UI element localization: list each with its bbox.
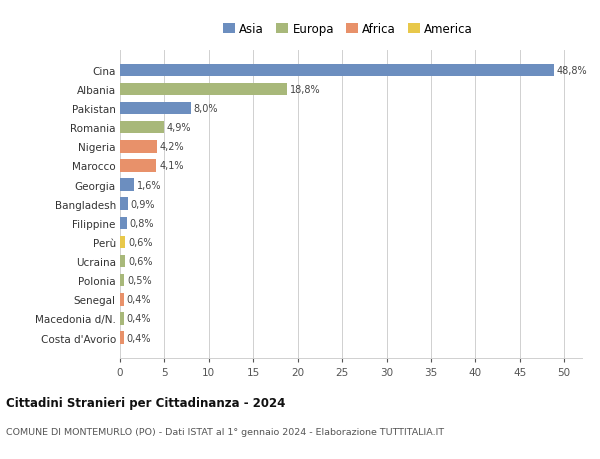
Bar [120, 122, 164, 134]
Legend: Asia, Europa, Africa, America: Asia, Europa, Africa, America [220, 20, 476, 39]
Text: 0,6%: 0,6% [128, 257, 152, 267]
Text: 0,8%: 0,8% [130, 218, 154, 228]
Text: 4,2%: 4,2% [160, 142, 185, 152]
Text: Cittadini Stranieri per Cittadinanza - 2024: Cittadini Stranieri per Cittadinanza - 2… [6, 396, 286, 409]
Bar [120, 198, 128, 211]
Text: 0,9%: 0,9% [131, 199, 155, 209]
Text: 48,8%: 48,8% [556, 66, 587, 76]
Bar [120, 236, 125, 249]
Bar [120, 160, 157, 172]
Text: 8,0%: 8,0% [194, 104, 218, 114]
Text: 18,8%: 18,8% [290, 85, 320, 95]
Text: 0,4%: 0,4% [126, 314, 151, 324]
Text: 0,6%: 0,6% [128, 237, 152, 247]
Text: 0,4%: 0,4% [126, 333, 151, 343]
Text: 4,1%: 4,1% [159, 161, 184, 171]
Bar [120, 313, 124, 325]
Text: 0,4%: 0,4% [126, 295, 151, 305]
Bar [120, 84, 287, 96]
Bar [120, 255, 125, 268]
Bar [120, 141, 157, 153]
Text: COMUNE DI MONTEMURLO (PO) - Dati ISTAT al 1° gennaio 2024 - Elaborazione TUTTITA: COMUNE DI MONTEMURLO (PO) - Dati ISTAT a… [6, 427, 444, 436]
Bar [120, 274, 124, 287]
Bar [120, 179, 134, 191]
Bar [120, 332, 124, 344]
Bar [120, 103, 191, 115]
Bar [120, 64, 554, 77]
Text: 1,6%: 1,6% [137, 180, 161, 190]
Bar [120, 217, 127, 230]
Bar [120, 293, 124, 306]
Text: 4,9%: 4,9% [166, 123, 191, 133]
Text: 0,5%: 0,5% [127, 275, 152, 285]
